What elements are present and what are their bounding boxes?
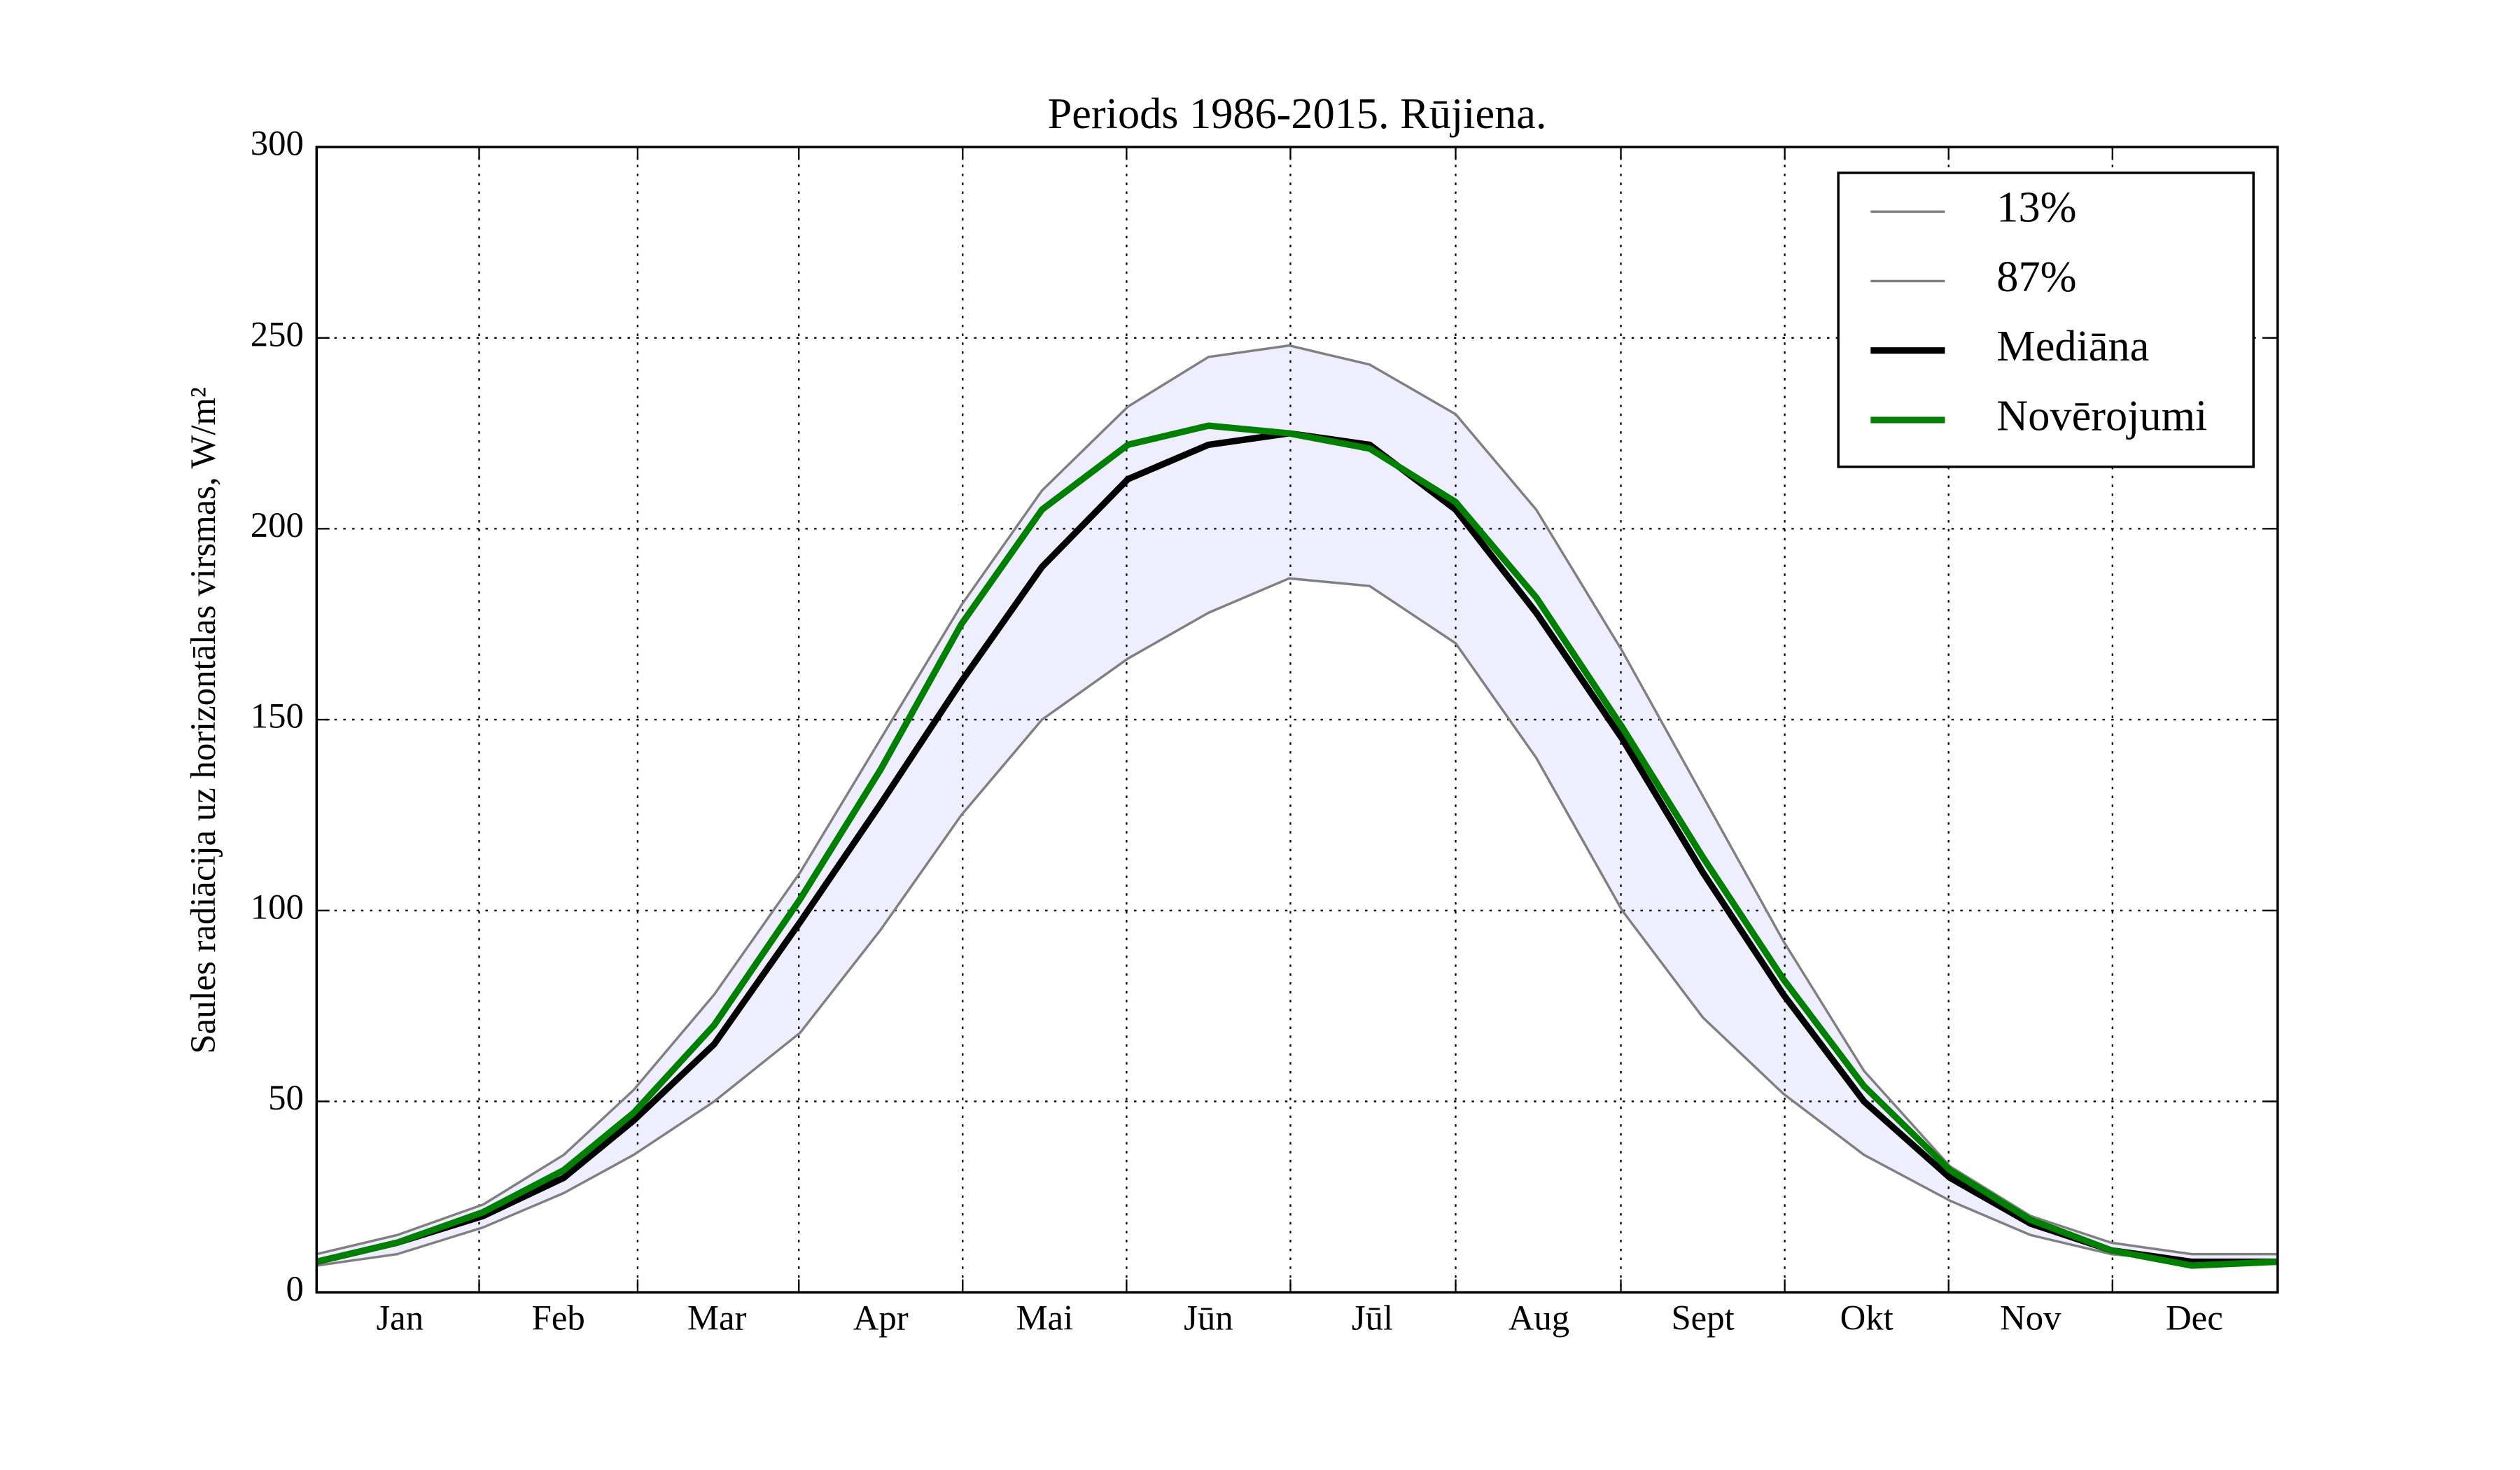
y-tick-label: 0 [286,1269,303,1308]
y-tick-label: 50 [268,1078,304,1117]
x-tick-label: Feb [532,1298,585,1337]
x-tick-label: Aug [1508,1298,1569,1337]
chart-title: Periods 1986-2015. Rūjiena. [1048,90,1547,138]
x-tick-label: Mai [1016,1298,1073,1337]
legend-box [1837,172,2255,468]
y-tick-label: 300 [251,124,304,163]
y-tick-label: 150 [251,696,304,736]
legend-label: Mediāna [1996,322,2149,370]
line-series [316,577,2278,1267]
y-tick-label: 100 [251,887,304,926]
x-tick-label: Sept [1671,1298,1734,1337]
y-tick-label: 250 [251,314,304,354]
x-tick-label: Dec [2166,1298,2223,1337]
x-tick-label: Jūl [1352,1298,1393,1337]
x-tick-label: Mar [687,1298,747,1337]
band-fill [316,345,2278,1266]
x-tick-label: Nov [2000,1298,2062,1337]
plot-frame [315,146,2279,1294]
x-tick-label: Jan [376,1298,424,1337]
line-series [316,422,2278,1269]
x-tick-label: Jūn [1184,1298,1233,1337]
x-tick-label: Apr [853,1298,909,1337]
y-axis-label: Saules radiācija uz horizontālas virsmas… [183,387,223,1054]
legend-label: 13% [1996,183,2076,232]
legend: 13% 87% Mediāna Novērojumi [1837,172,2255,468]
legend-label: 87% [1996,253,2076,301]
legend-label: Novērojumi [1996,391,2207,440]
x-tick-label: Okt [1840,1298,1893,1337]
y-tick-label: 200 [251,505,304,545]
